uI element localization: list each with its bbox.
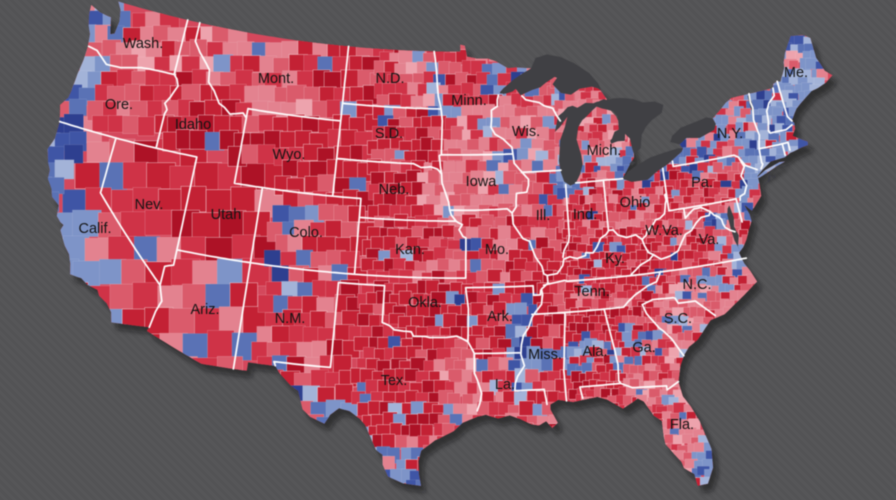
svg-text:Ala.: Ala.	[583, 344, 608, 360]
svg-text:Colo.: Colo.	[289, 225, 323, 241]
svg-text:Ind.: Ind.	[573, 207, 597, 223]
svg-text:Miss.: Miss.	[528, 347, 562, 363]
svg-text:Va.: Va.	[699, 232, 720, 248]
svg-text:W.Va.: W.Va.	[645, 223, 683, 239]
svg-text:Idaho: Idaho	[175, 117, 211, 133]
svg-text:Tex.: Tex.	[381, 373, 408, 389]
svg-text:Me.: Me.	[784, 65, 808, 81]
svg-text:Ky.: Ky.	[605, 251, 625, 267]
svg-text:Neb.: Neb.	[379, 182, 410, 198]
svg-text:Mo.: Mo.	[485, 242, 509, 258]
svg-text:Ark.: Ark.	[487, 309, 513, 325]
svg-text:Ga.: Ga.	[632, 340, 655, 356]
svg-text:Minn.: Minn.	[451, 93, 486, 109]
svg-text:Wyo.: Wyo.	[273, 147, 306, 163]
svg-text:Ariz.: Ariz.	[191, 302, 220, 318]
svg-text:Ohio: Ohio	[620, 195, 651, 211]
svg-text:Calif.: Calif.	[78, 221, 111, 237]
svg-text:Mont.: Mont.	[258, 71, 294, 87]
svg-text:S.D.: S.D.	[375, 126, 403, 142]
svg-text:N.C.: N.C.	[683, 277, 712, 293]
svg-text:Tenn.: Tenn.	[574, 284, 609, 300]
svg-text:Fla.: Fla.	[670, 417, 694, 433]
svg-text:Nev.: Nev.	[135, 197, 164, 213]
svg-text:Ill.: Ill.	[536, 208, 551, 224]
svg-text:La.: La.	[495, 377, 515, 393]
svg-text:Kan.: Kan.	[395, 242, 425, 258]
svg-text:Utah: Utah	[211, 207, 242, 223]
svg-text:Ore.: Ore.	[105, 97, 133, 113]
svg-text:Wis.: Wis.	[512, 124, 540, 140]
svg-text:N.M.: N.M.	[275, 311, 306, 327]
svg-text:Wash.: Wash.	[123, 36, 164, 52]
svg-text:N.D.: N.D.	[376, 71, 405, 87]
svg-text:Mich.: Mich.	[587, 143, 622, 159]
svg-text:Okla.: Okla.	[408, 295, 442, 311]
svg-text:Pa.: Pa.	[691, 175, 713, 191]
svg-text:Iowa: Iowa	[466, 174, 498, 190]
svg-text:N.Y.: N.Y.	[717, 126, 743, 142]
svg-text:S.C.: S.C.	[664, 311, 692, 327]
